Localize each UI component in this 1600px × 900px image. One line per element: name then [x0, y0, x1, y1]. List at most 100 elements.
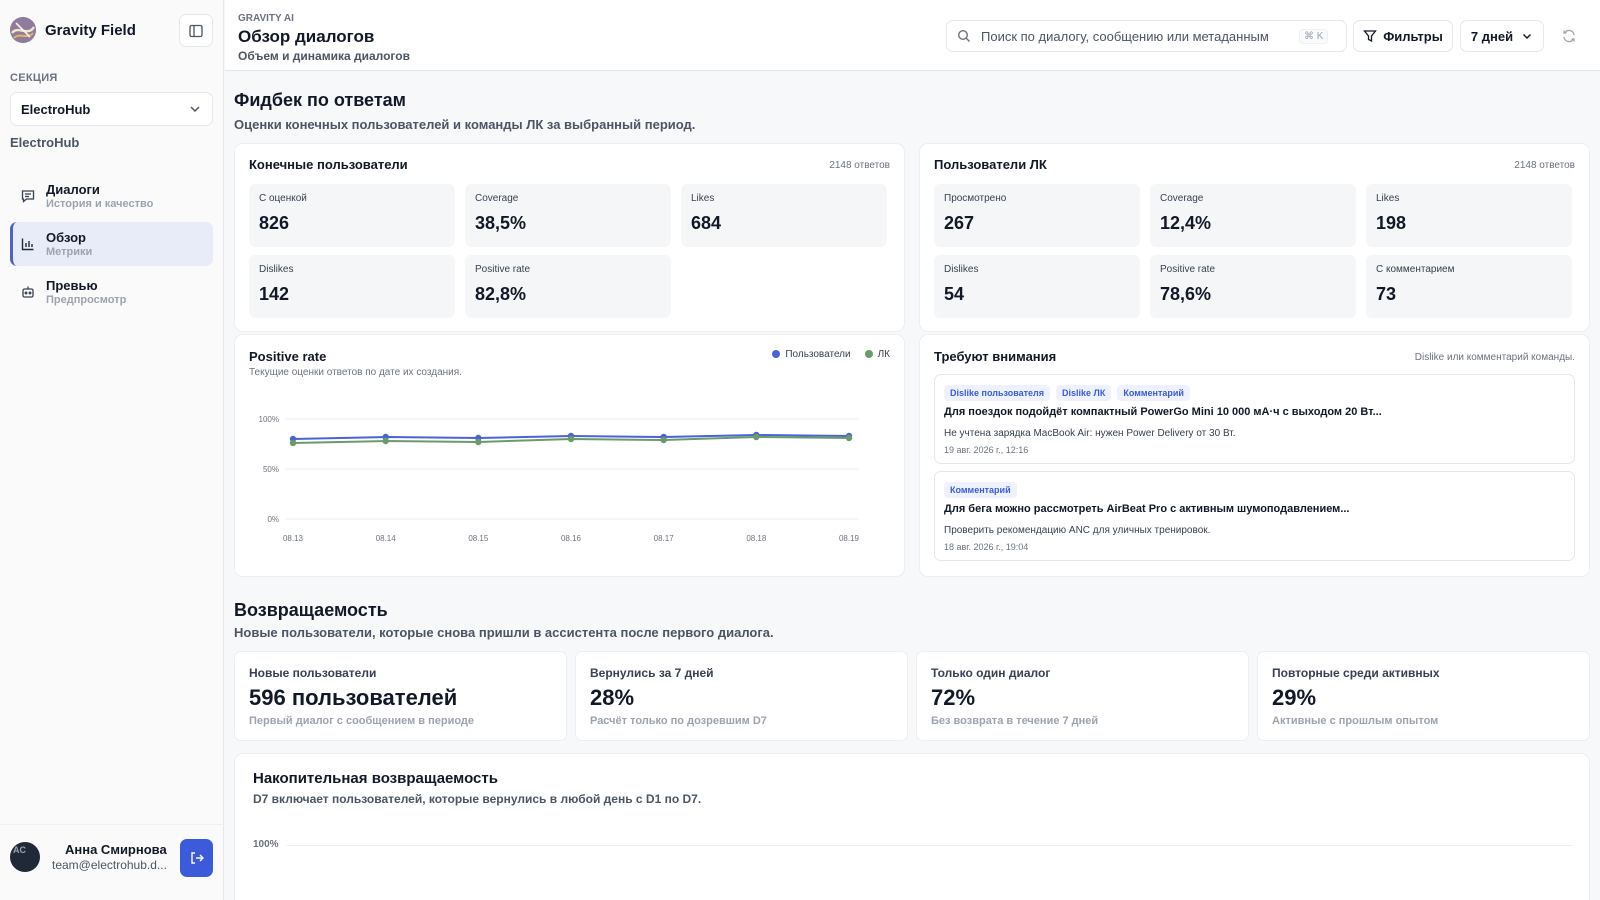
data-point [845, 434, 853, 442]
sidebar-item-preview[interactable]: Превью Предпросмотр [10, 270, 213, 314]
page-title: Обзор диалогов [238, 27, 375, 46]
filters-label: Фильтры [1383, 28, 1443, 44]
retention-card-one-dialog: Только один диалог 72% Без возврата в те… [916, 651, 1249, 741]
chevron-down-icon [1523, 34, 1532, 39]
sidebar-item-title: Превью [46, 277, 98, 293]
stat-viewed: Просмотрено 267 [934, 184, 1140, 247]
y-tick-label: 100% [259, 415, 279, 424]
stat-label: Likes [691, 193, 715, 204]
stat-label: Likes [1376, 193, 1400, 204]
stat-label: Dislikes [259, 264, 294, 275]
retention-card-value: 596 пользователей [249, 685, 458, 710]
x-tick-label: 08.13 [283, 534, 304, 543]
stat-rated: С оценкой 826 [249, 184, 455, 247]
sidebar-item-title: Обзор [46, 229, 86, 245]
sidebar-item-subtitle: Предпросмотр [46, 293, 127, 306]
tag-list: Комментарий [944, 482, 1017, 498]
search-icon [957, 29, 970, 42]
retention-card-new-users: Новые пользователи 596 пользователей Пер… [234, 651, 567, 741]
sidebar-toggle-button[interactable] [179, 14, 213, 47]
stat-value: 142 [259, 284, 290, 304]
stat-value: 267 [944, 213, 975, 233]
stat-value: 12,4% [1160, 213, 1212, 233]
stat-value: 82,8% [475, 284, 527, 304]
data-point [289, 439, 297, 447]
retention-card-label: Новые пользователи [249, 666, 377, 680]
app-name: Gravity Field [45, 21, 136, 39]
period-label: 7 дней [1470, 28, 1514, 44]
section-subtitle: ElectroHub [10, 135, 80, 150]
sidebar: Gravity Field СЕКЦИЯ ElectroHub ElectroH… [0, 0, 224, 900]
logout-button[interactable] [180, 839, 213, 877]
attention-item[interactable]: Dislike пользователя Dislike ЛК Коммента… [934, 374, 1575, 464]
legend-item-users[interactable]: Пользователи [772, 349, 851, 360]
stat-label: Coverage [1160, 193, 1204, 204]
stat-label: Просмотрено [944, 193, 1007, 204]
stat-positive-rate: Positive rate 82,8% [465, 255, 671, 318]
end-users-card: Конечные пользователи 2148 ответов С оце… [234, 143, 905, 332]
grid-line [287, 845, 1573, 846]
feedback-title: Фидбек по ответам [234, 90, 406, 110]
retention-card-value: 28% [590, 685, 635, 710]
stat-label: Positive rate [475, 264, 531, 275]
retention-card-sub: Без возврата в течение 7 дней [931, 715, 1099, 727]
section-select[interactable]: ElectroHub [10, 92, 213, 126]
filters-button[interactable]: Фильтры [1353, 20, 1453, 52]
data-point [660, 436, 667, 444]
avatar[interactable]: AC [10, 842, 40, 872]
data-point [567, 435, 575, 443]
x-tick-label: 08.16 [561, 534, 582, 543]
tag-badge: Dislike ЛК [1056, 385, 1112, 401]
stat-value: 78,6% [1160, 284, 1212, 304]
stat-value: 54 [944, 284, 965, 304]
x-tick-label: 08.19 [839, 534, 860, 543]
gravity-logo-icon [10, 17, 36, 43]
data-point [382, 437, 389, 445]
retention-card-sub: Активные с прошлым опытом [1272, 715, 1439, 727]
stat-coverage: Coverage 38,5% [465, 184, 671, 247]
period-select[interactable]: 7 дней [1460, 20, 1544, 52]
refresh-icon[interactable] [1561, 28, 1577, 44]
stat-value: 198 [1376, 213, 1407, 233]
card-meta: 2148 ответов [829, 160, 890, 171]
user-email: team@electrohub.d... [52, 858, 167, 872]
stat-label: С комментарием [1376, 264, 1455, 275]
data-point [475, 438, 482, 446]
y-tick-label: 50% [263, 465, 279, 474]
legend-item-lk[interactable]: ЛК [864, 349, 890, 360]
attention-item-date: 19 авг. 2026 г., 12:16 [944, 445, 1029, 455]
tag-list: Dislike пользователя Dislike ЛК Коммента… [944, 385, 1190, 401]
filter-icon [1363, 30, 1378, 43]
y-tick-label: 100% [253, 839, 279, 850]
data-point [753, 433, 760, 441]
section-label: СЕКЦИЯ [10, 72, 58, 84]
retention-card-sub: Первый диалог с сообщением в периоде [249, 715, 475, 727]
retention-title: Возвращаемость [234, 600, 388, 620]
attention-item[interactable]: Комментарий Для бега можно рассмотреть A… [934, 471, 1575, 561]
legend-label: Пользователи [785, 349, 851, 360]
stat-label: Coverage [475, 193, 519, 204]
section-select-value: ElectroHub [21, 101, 91, 117]
stat-value: 684 [691, 213, 722, 233]
attention-item-date: 18 авг. 2026 г., 19:04 [944, 542, 1029, 552]
retention-card-sub: Расчёт только по дозревшим D7 [590, 715, 767, 727]
sidebar-item-subtitle: История и качество [46, 197, 154, 210]
retention-card-label: Повторные среди активных [1272, 666, 1440, 680]
logout-icon [190, 852, 204, 864]
sidebar-item-overview[interactable]: Обзор Метрики [10, 222, 213, 266]
chevron-down-icon [190, 106, 200, 113]
y-tick-label: 0% [267, 515, 279, 524]
sidebar-item-dialogs[interactable]: Диалоги История и качество [10, 174, 213, 218]
search-box[interactable]: ⌘ K [946, 20, 1347, 52]
chat-icon [21, 190, 35, 203]
cumulative-retention-card: Накопительная возвращаемость D7 включает… [234, 753, 1590, 900]
cumulative-title: Накопительная возвращаемость [253, 770, 498, 787]
stat-label: Positive rate [1160, 264, 1216, 275]
stat-coverage: Coverage 12,4% [1150, 184, 1356, 247]
top-bar: GRAVITY AI Обзор диалогов Объем и динами… [225, 0, 1600, 71]
stat-value: 38,5% [475, 213, 527, 233]
search-input[interactable] [981, 28, 1299, 44]
attention-item-title: Для бега можно рассмотреть AirBeat Pro с… [944, 503, 1350, 515]
stat-value: 826 [259, 213, 290, 233]
brand[interactable]: Gravity Field [10, 17, 136, 43]
